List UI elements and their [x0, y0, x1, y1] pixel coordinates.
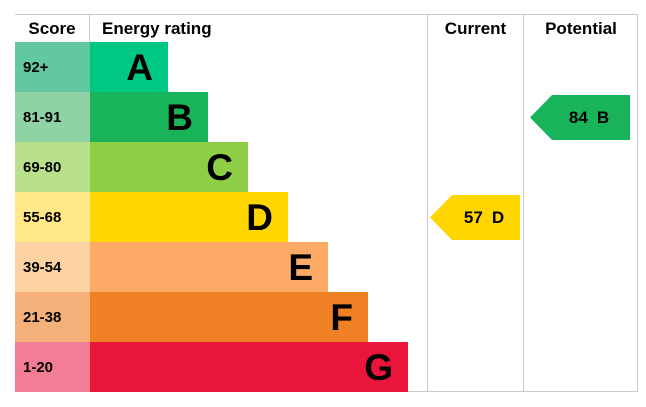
band-row-c: C	[90, 142, 427, 192]
band-bar-g: G	[90, 342, 408, 392]
band-bar-b: B	[90, 92, 208, 142]
score-range-d: 55-68	[15, 192, 90, 242]
current-rating-arrow: 57 D	[430, 195, 520, 240]
potential-rating-arrow: 84 B	[530, 95, 630, 140]
header-current: Current	[427, 15, 523, 42]
band-row-f: F	[90, 292, 427, 342]
band-bar-d: D	[90, 192, 288, 242]
score-range-e: 39-54	[15, 242, 90, 292]
band-grade-c: C	[206, 146, 233, 188]
band-row-b: B	[90, 92, 427, 142]
band-row-a: A	[90, 42, 427, 92]
current-value: 57	[463, 207, 483, 227]
band-grade-a: A	[126, 46, 153, 88]
band-row-d: D	[90, 192, 427, 242]
band-bar-e: E	[90, 242, 328, 292]
band-bar-c: C	[90, 142, 248, 192]
band-grade-e: E	[288, 246, 313, 288]
potential-value: 84	[568, 107, 588, 127]
current-column: 57 D	[427, 42, 523, 392]
potential-column: 84 B	[523, 42, 638, 392]
band-grade-b: B	[166, 96, 193, 138]
header-potential: Potential	[523, 15, 638, 42]
band-row-e: E	[90, 242, 427, 292]
header-energy-rating: Energy rating	[102, 18, 212, 38]
band-bar-f: F	[90, 292, 368, 342]
header-score: Score	[15, 15, 90, 42]
epc-rating-chart: Score Energy rating Current Potential 92…	[15, 14, 638, 392]
score-range-g: 1-20	[15, 342, 90, 392]
band-grade-f: F	[330, 296, 353, 338]
score-range-b: 81-91	[15, 92, 90, 142]
band-bar-a: A	[90, 42, 168, 92]
score-range-f: 21-38	[15, 292, 90, 342]
band-grade-d: D	[246, 196, 273, 238]
potential-grade: B	[596, 107, 610, 127]
score-range-a: 92+	[15, 42, 90, 92]
band-row-g: G	[90, 342, 427, 392]
current-grade: D	[491, 207, 505, 227]
band-grade-g: G	[364, 346, 393, 388]
score-range-c: 69-80	[15, 142, 90, 192]
